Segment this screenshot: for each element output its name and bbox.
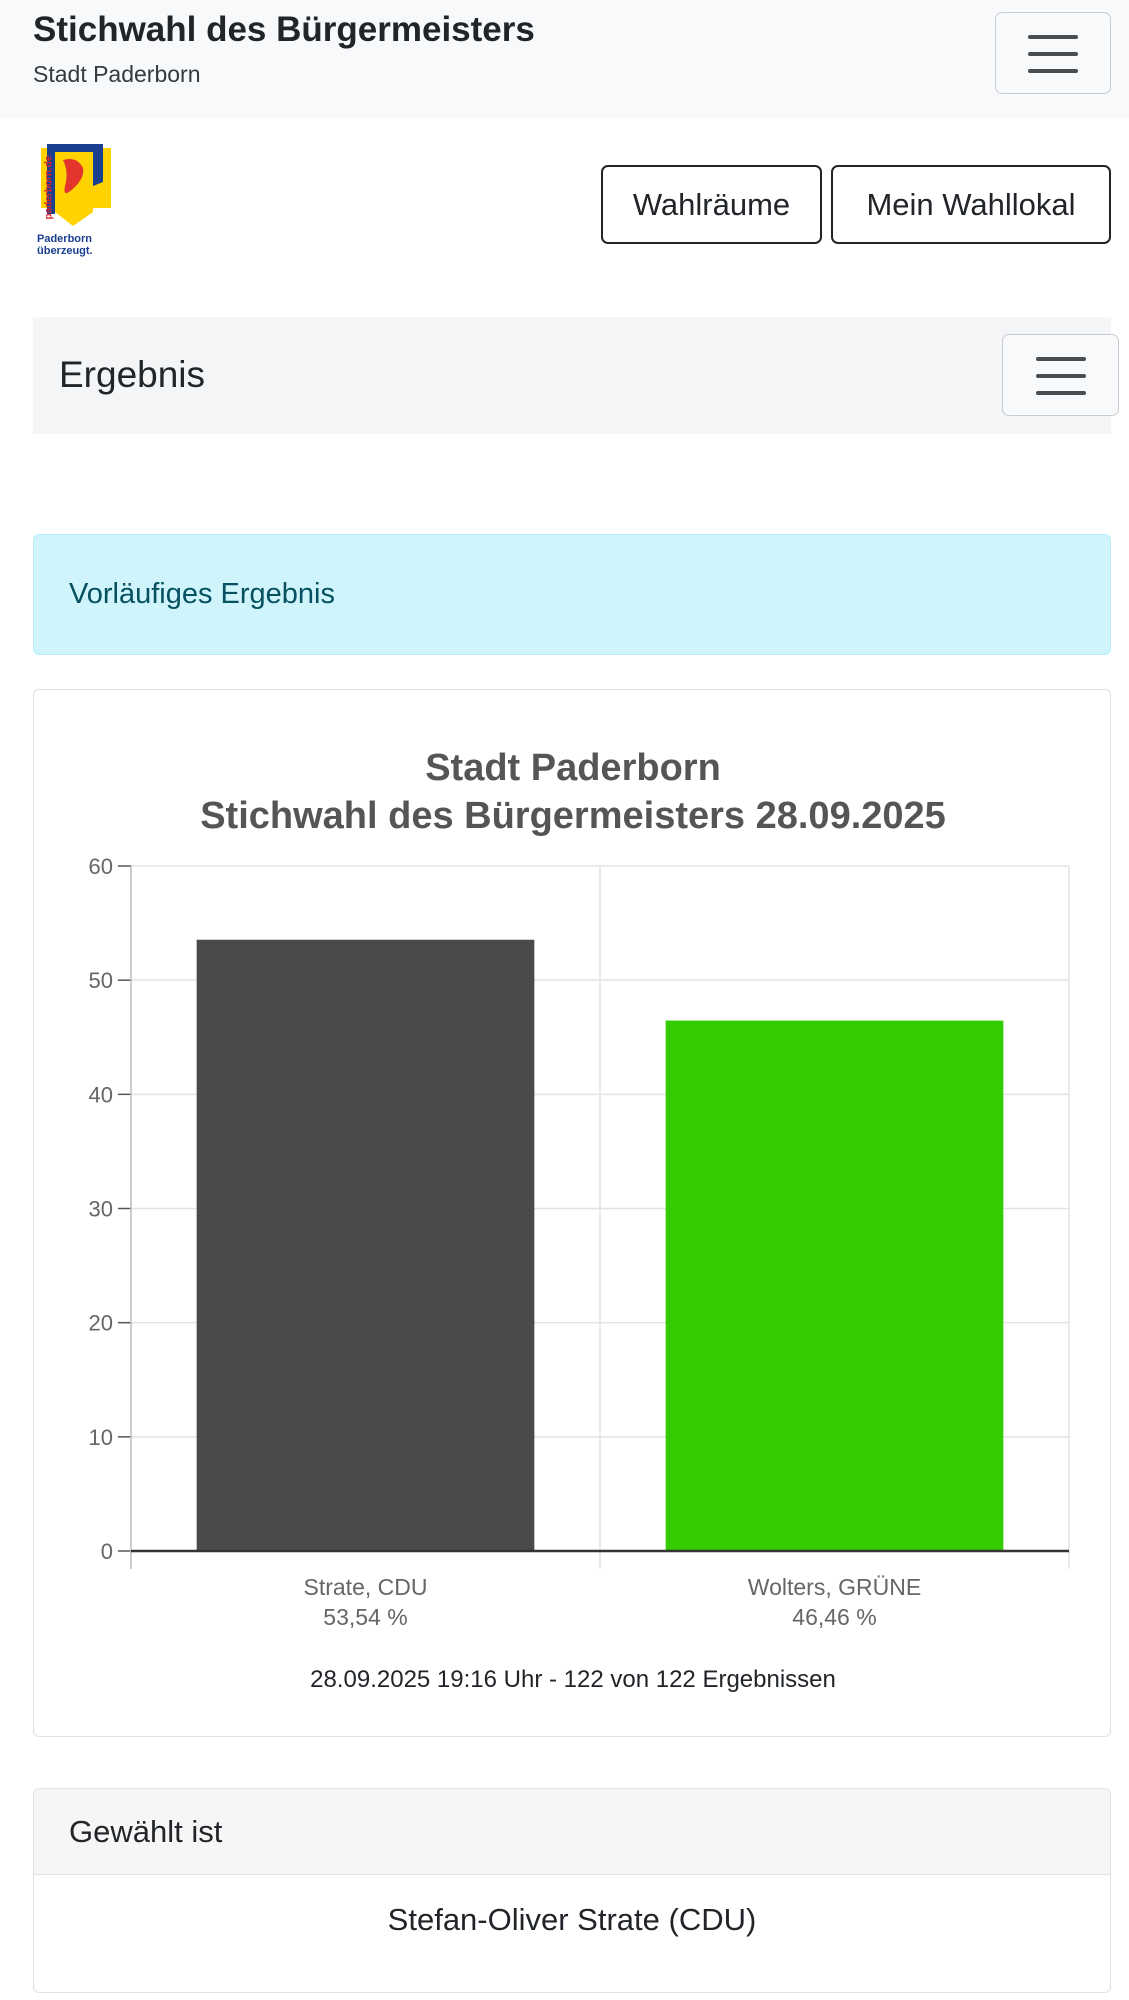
logo-tagline-1: Paderborn [37, 233, 93, 245]
elected-card: Gewählt ist Stefan-Oliver Strate (CDU) [33, 1788, 1111, 1993]
section-navbar: Ergebnis [33, 317, 1119, 434]
section-menu-toggle-button[interactable] [1002, 334, 1119, 416]
bar [196, 939, 535, 1551]
alert-text: Vorläufiges Ergebnis [69, 578, 335, 610]
paderborn-logo-icon [41, 144, 111, 226]
section-title[interactable]: Ergebnis [59, 354, 206, 395]
wahlraeume-button[interactable]: Wahlräume [601, 165, 822, 244]
chart-footnote: 28.09.2025 19:16 Uhr - 122 von 122 Ergeb… [310, 1666, 836, 1693]
logo-vertical-text: paderborn.de [43, 155, 55, 220]
hamburger-icon-line [1035, 391, 1086, 395]
y-tick-label: 50 [89, 968, 113, 993]
x-category-label: Strate, CDU [304, 1574, 428, 1600]
x-category-label: Wolters, GRÜNE [748, 1574, 921, 1600]
top-header: Stichwahl des Bürgermeisters Stadt Pader… [0, 0, 1129, 118]
hamburger-icon-line [1028, 69, 1078, 73]
logo-tagline-2: überzeugt. [37, 245, 93, 257]
chart-subtitle: Stichwahl des Bürgermeisters 28.09.2025 [200, 795, 946, 837]
y-tick-label: 0 [101, 1539, 113, 1564]
x-value-label: 53,54 % [323, 1604, 407, 1630]
hamburger-icon [1028, 35, 1078, 39]
y-tick-label: 10 [89, 1425, 113, 1450]
bar-chart: 0 10 20 30 40 50 60 Strate, CDU 53,54 % Wolters, … [89, 854, 1070, 1630]
preliminary-result-alert: Vorläufiges Ergebnis [33, 534, 1111, 655]
x-value-label: 46,46 % [792, 1604, 876, 1630]
hamburger-icon [1035, 357, 1086, 361]
site-title[interactable]: Stichwahl des Bürgermeisters [33, 10, 535, 49]
chart-card: Stadt Paderborn Stichwahl des Bürgermeis… [33, 689, 1111, 1737]
hamburger-icon-line [1035, 374, 1086, 378]
site-subtitle: Stadt Paderborn [33, 61, 201, 87]
chart-title: Stadt Paderborn [425, 747, 721, 789]
mein-wahllokal-button[interactable]: Mein Wahllokal [831, 165, 1111, 244]
y-tick-label: 20 [89, 1311, 113, 1336]
paderborn-logo[interactable]: paderborn.de Paderborn überzeugt. [33, 142, 123, 267]
bar [665, 1020, 1004, 1551]
main-menu-toggle-button[interactable] [995, 12, 1111, 94]
elected-heading: Gewählt ist [69, 1814, 223, 1849]
y-tick-label: 40 [89, 1082, 113, 1107]
hamburger-icon-line [1028, 52, 1078, 56]
elected-winner: Stefan-Oliver Strate (CDU) [387, 1902, 757, 1937]
y-tick-label: 60 [89, 854, 113, 879]
y-tick-label: 30 [89, 1197, 113, 1222]
elected-card-header: Gewählt ist [34, 1789, 1110, 1875]
